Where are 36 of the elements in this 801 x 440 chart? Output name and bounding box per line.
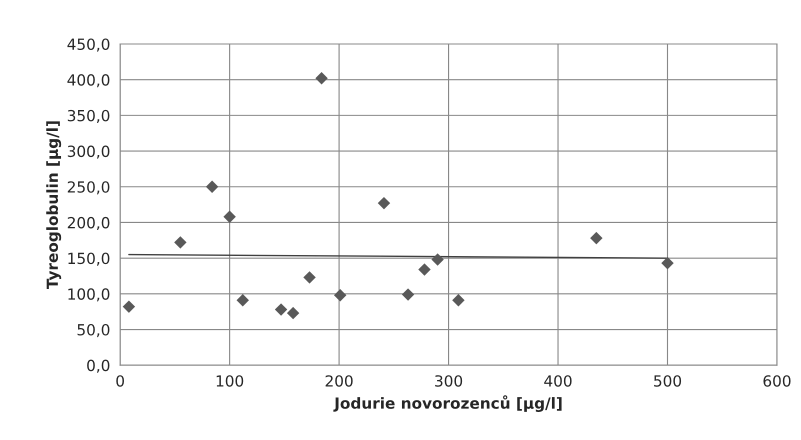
point: [661, 256, 674, 270]
y-tick-label: 200,0: [68, 216, 110, 230]
point: [452, 294, 465, 306]
y-tick-label: 300,0: [68, 146, 110, 159]
point: [378, 196, 390, 210]
x-tick-label: 0: [116, 375, 124, 387]
point: [315, 72, 328, 84]
point: [590, 232, 603, 244]
point: [402, 288, 414, 301]
y-tick-label: 0,0: [87, 360, 110, 373]
point: [122, 300, 136, 313]
x-tick-label: 400: [544, 375, 572, 387]
x-tick-label: 200: [326, 375, 353, 387]
y-tick-label: 50,0: [78, 324, 110, 338]
point: [223, 210, 236, 223]
point: [274, 303, 288, 316]
y-tick-label: 250,0: [68, 181, 110, 194]
point: [303, 271, 316, 284]
point: [286, 306, 300, 320]
point: [174, 236, 187, 249]
y-tick-label: 150,0: [68, 252, 110, 266]
point: [334, 289, 346, 302]
point: [206, 180, 218, 193]
x-tick-label: 600: [763, 375, 791, 387]
x-tick-label: 100: [216, 375, 244, 387]
y-axis-title: Tyreoglobulin [µg/l]: [46, 121, 62, 290]
point: [431, 253, 444, 266]
y-tick-label: 350,0: [68, 110, 110, 123]
point: [418, 263, 431, 276]
x-tick-label: 500: [654, 375, 682, 387]
point: [236, 294, 249, 306]
y-tick-label: 400,0: [67, 74, 110, 88]
y-tick-label: 450,0: [67, 38, 110, 52]
y-tick-label: 100,0: [68, 288, 110, 302]
x-axis-title: Jodurie novorozenců [µg/l]: [333, 395, 562, 412]
x-tick-label: 300: [435, 375, 462, 387]
